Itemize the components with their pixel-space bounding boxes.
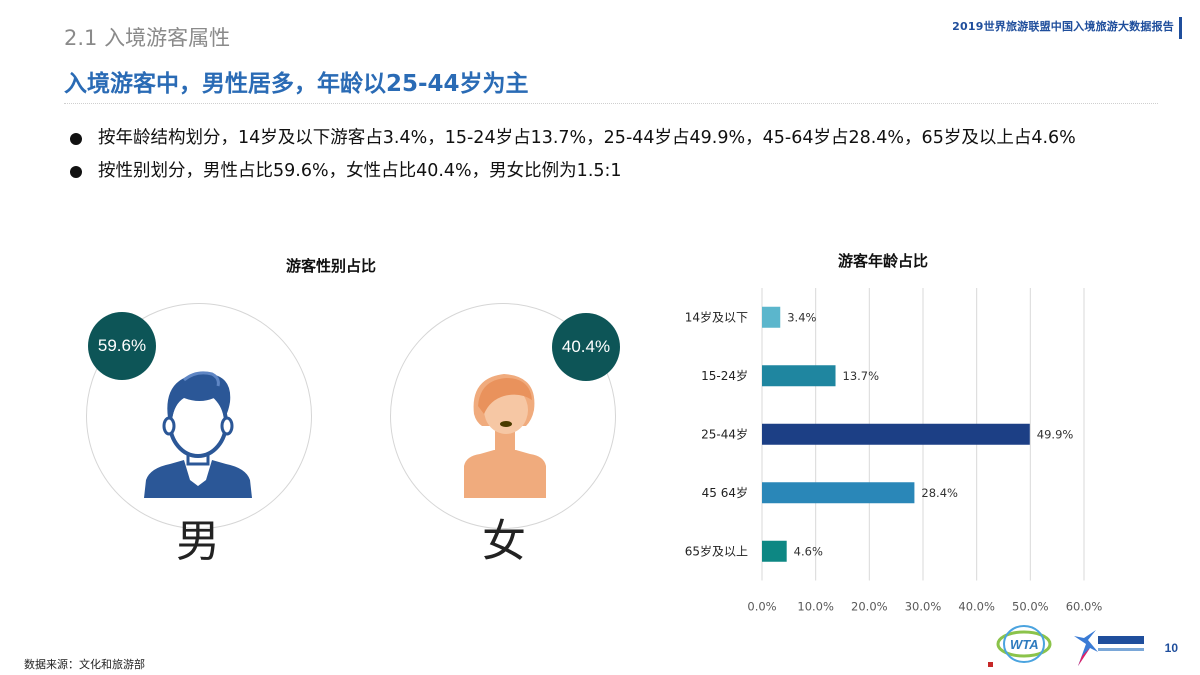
page-number: 10: [1164, 641, 1178, 655]
female-ring: [390, 303, 616, 529]
age-bar-chart: 0.0% 10.0% 20.0% 30.0% 40.0% 50.0% 60.0% 14岁及以下…: [685, 288, 1103, 614]
female-person-icon: [464, 374, 546, 498]
bar-value-label: 49.9%: [1037, 427, 1074, 441]
x-tick-label: 30.0%: [905, 600, 942, 614]
y-category-label: 25-44岁: [701, 426, 748, 441]
male-percent-badge: 59.6%: [88, 312, 156, 380]
bar: [762, 306, 781, 328]
x-tick-label: 0.0%: [747, 600, 776, 614]
bar: [762, 423, 1030, 445]
x-tick-label: 40.0%: [958, 600, 995, 614]
x-tick-label: 10.0%: [797, 600, 834, 614]
y-category-label: 15-24岁: [701, 368, 748, 383]
bullet-age: 按年龄结构划分，14岁及以下游客占3.4%，15-24岁占13.7%，25-44…: [70, 124, 1150, 153]
x-tick-label: 60.0%: [1066, 600, 1103, 614]
wta-logo-icon: WTA: [988, 625, 1052, 667]
age-chart-title: 游客年龄占比: [838, 252, 929, 270]
report-title-bar: [1179, 17, 1182, 39]
male-person-icon: [144, 371, 252, 498]
bullet-gender: 按性别划分，男性占比59.6%，女性占比40.4%，男女比例为1.5:1: [70, 157, 1150, 186]
y-category-label: 14岁及以下: [685, 309, 748, 324]
page-headline: 入境游客中，男性居多，年龄以25-44岁为主: [64, 71, 529, 97]
female-label: 女: [482, 516, 526, 567]
section-number: 2.1 入境游客属性: [64, 26, 231, 50]
male-ring: [86, 303, 312, 529]
bar: [762, 540, 787, 562]
bar: [762, 365, 836, 387]
bullet-age-text: 按年龄结构划分，14岁及以下游客占3.4%，15-24岁占13.7%，25-44…: [98, 128, 1076, 148]
header-divider: [64, 103, 1158, 104]
x-tick-label: 20.0%: [851, 600, 888, 614]
bar-value-label: 28.4%: [921, 486, 958, 500]
bullet-list: 按年龄结构划分，14岁及以下游客占3.4%，15-24岁占13.7%，25-44…: [70, 124, 1150, 190]
svg-text:WTA: WTA: [1010, 637, 1039, 652]
y-category-label: 65岁及以上: [685, 543, 748, 558]
bullet-gender-text: 按性别划分，男性占比59.6%，女性占比40.4%，男女比例为1.5:1: [98, 161, 622, 181]
bar-value-label: 3.4%: [787, 310, 816, 324]
bullet-dot-icon: [70, 133, 82, 145]
bar-value-label: 4.6%: [794, 544, 823, 558]
x-tick-label: 50.0%: [1012, 600, 1049, 614]
data-source: 数据来源：文化和旅游部: [24, 658, 145, 671]
male-label: 男: [176, 516, 220, 567]
gender-chart-title: 游客性别占比: [286, 257, 377, 275]
bullet-dot-icon: [70, 166, 82, 178]
bar-value-label: 13.7%: [843, 369, 880, 383]
y-category-label: 45 64岁: [702, 485, 748, 500]
bar: [762, 482, 915, 504]
female-percent-badge: 40.4%: [552, 313, 620, 381]
report-title: 2019世界旅游联盟中国入境旅游大数据报告: [952, 20, 1174, 33]
sl-data-logo-icon: [1074, 630, 1144, 666]
